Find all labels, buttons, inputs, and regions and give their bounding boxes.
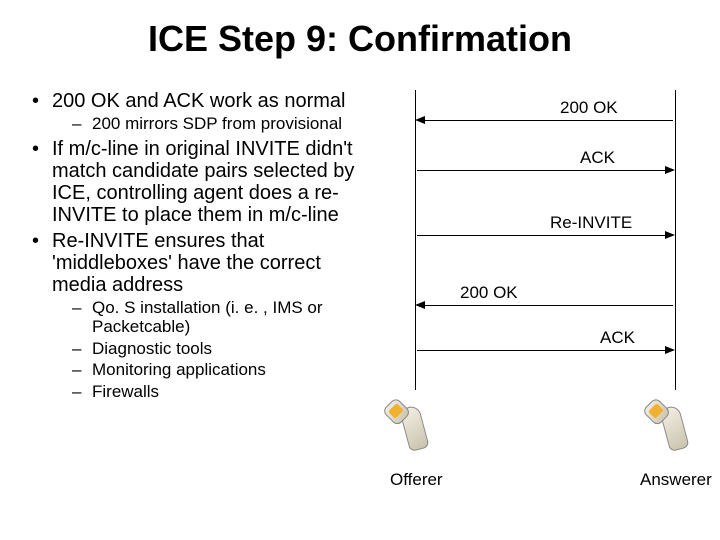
msg-arrow-1 — [417, 170, 673, 171]
msg-arrowhead-0 — [415, 116, 425, 124]
actor-label-answerer: Answerer — [640, 470, 712, 490]
msg-arrow-2 — [417, 235, 673, 236]
phone-icon-offerer — [392, 397, 439, 458]
phone-icon-answerer — [652, 397, 699, 458]
msg-arrowhead-1 — [665, 166, 675, 174]
msg-arrowhead-3 — [415, 301, 425, 309]
bullet-2: If m/c-line in original INVITE didn't ma… — [30, 138, 370, 226]
msg-arrow-4 — [417, 350, 673, 351]
bullet-1: 200 OK and ACK work as normal 200 mirror… — [30, 90, 370, 134]
bullet-3-text: Re-INVITE ensures that 'middleboxes' hav… — [52, 230, 321, 296]
bullet-1-text: 200 OK and ACK work as normal — [52, 90, 345, 112]
msg-label-2: Re-INVITE — [550, 213, 632, 233]
bullet-3-sub-1: Qo. S installation (i. e. , IMS or Packe… — [52, 298, 370, 337]
bullet-3-sub-4: Firewalls — [52, 382, 370, 402]
bullet-3: Re-INVITE ensures that 'middleboxes' hav… — [30, 230, 370, 402]
bullet-3-sub-3: Monitoring applications — [52, 360, 370, 380]
msg-label-4: ACK — [600, 328, 635, 348]
msg-label-0: 200 OK — [560, 98, 618, 118]
bullet-1-sub-1: 200 mirrors SDP from provisional — [52, 114, 370, 134]
actor-label-offerer: Offerer — [390, 470, 443, 490]
lifeline-answerer — [675, 90, 676, 390]
content-row: 200 OK and ACK work as normal 200 mirror… — [0, 60, 720, 510]
msg-label-1: ACK — [580, 148, 615, 168]
msg-arrow-3 — [417, 305, 673, 306]
msg-label-3: 200 OK — [460, 283, 518, 303]
page-title: ICE Step 9: Confirmation — [0, 0, 720, 60]
sequence-diagram: 200 OKACKRe-INVITE200 OKACKOffererAnswer… — [370, 90, 700, 510]
lifeline-offerer — [415, 90, 416, 390]
bullet-3-sub-2: Diagnostic tools — [52, 339, 370, 359]
msg-arrow-0 — [417, 120, 673, 121]
msg-arrowhead-4 — [665, 346, 675, 354]
msg-arrowhead-2 — [665, 231, 675, 239]
bullet-column: 200 OK and ACK work as normal 200 mirror… — [20, 90, 370, 510]
